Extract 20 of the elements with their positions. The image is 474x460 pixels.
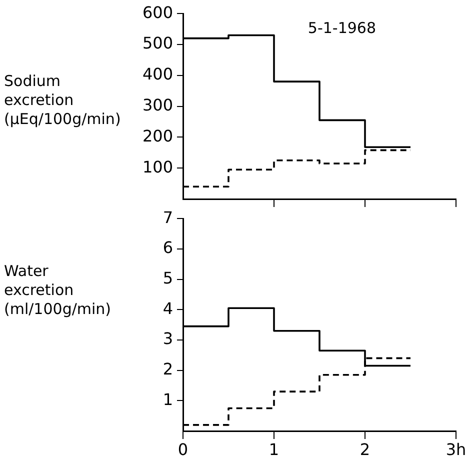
y-tick-label: 600	[142, 2, 173, 22]
y-axis-title: Water excretion (ml/100g/min)	[4, 262, 112, 318]
y-tick-label: 500	[142, 34, 173, 53]
y-tick-label: 100	[142, 157, 173, 176]
y-tick-label: 4	[162, 298, 173, 318]
y-tick-label: 6	[162, 238, 173, 258]
x-tick-label: 1	[268, 440, 280, 459]
y-tick-label: 300	[142, 95, 173, 114]
y-tick-label: 7	[162, 208, 173, 227]
y-tick-label: 1	[162, 390, 173, 409]
x-tick-label: 3h	[446, 440, 466, 459]
y-axis-title: Sodium excretion (μEq/100g/min)	[4, 72, 121, 128]
x-tick-label: 2	[360, 440, 370, 459]
y-tick-label: 400	[142, 64, 173, 84]
x-tick-label: 0	[178, 440, 188, 459]
y-tick-label: 3	[162, 329, 173, 348]
annotation: 5-1-1968	[308, 18, 376, 37]
y-tick-label: 5	[162, 268, 173, 288]
y-tick-label: 200	[142, 126, 173, 146]
y-tick-label: 2	[162, 359, 173, 378]
